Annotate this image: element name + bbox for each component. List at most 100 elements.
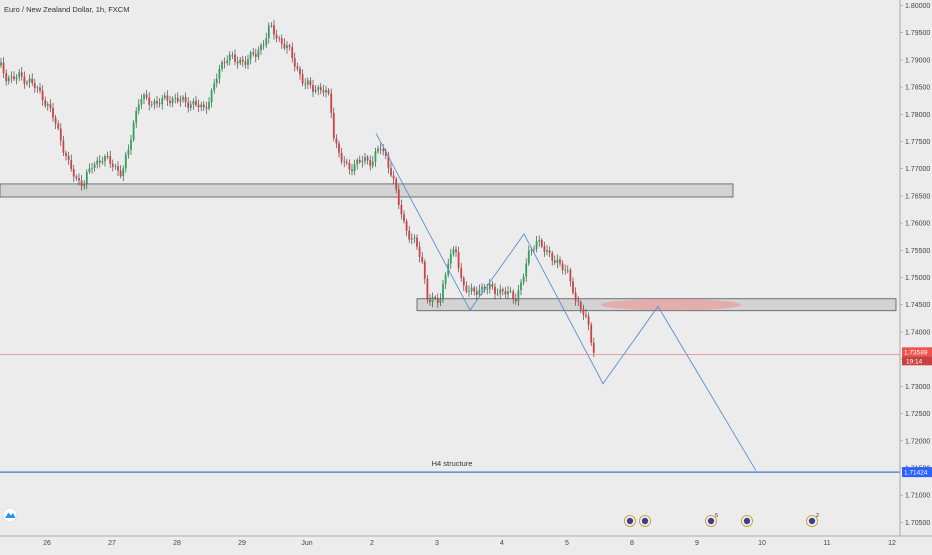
- candle-body[interactable]: [462, 278, 465, 286]
- candle-body[interactable]: [579, 301, 582, 310]
- candle-body[interactable]: [67, 156, 70, 160]
- candle-body[interactable]: [486, 288, 489, 290]
- candle-body[interactable]: [449, 253, 452, 264]
- candle-body[interactable]: [101, 161, 104, 163]
- candle-body[interactable]: [431, 296, 434, 302]
- candle-body[interactable]: [418, 246, 421, 257]
- candle-body[interactable]: [247, 59, 249, 65]
- candle-body[interactable]: [455, 249, 457, 252]
- candle-body[interactable]: [410, 238, 413, 240]
- candle-body[interactable]: [213, 83, 216, 91]
- candle-body[interactable]: [158, 103, 161, 105]
- candle-body[interactable]: [325, 90, 327, 93]
- candle-body[interactable]: [111, 163, 114, 167]
- candle-body[interactable]: [533, 248, 535, 250]
- candle-body[interactable]: [488, 283, 491, 289]
- candle-body[interactable]: [538, 239, 541, 242]
- candle-body[interactable]: [153, 100, 156, 105]
- candle-body[interactable]: [41, 90, 44, 101]
- candle-body[interactable]: [358, 159, 361, 163]
- event-marker-icon[interactable]: 5: [705, 513, 719, 527]
- candle-body[interactable]: [369, 160, 372, 166]
- candle-body[interactable]: [473, 287, 476, 292]
- candle-body[interactable]: [270, 25, 273, 27]
- candle-body[interactable]: [236, 61, 239, 64]
- candle-body[interactable]: [543, 246, 546, 252]
- candle-body[interactable]: [587, 316, 590, 325]
- candle-body[interactable]: [309, 80, 312, 86]
- candle-body[interactable]: [504, 291, 507, 295]
- candle-body[interactable]: [291, 47, 294, 59]
- candle-body[interactable]: [62, 140, 65, 153]
- candle-body[interactable]: [187, 102, 190, 108]
- candle-body[interactable]: [208, 102, 210, 109]
- candle-body[interactable]: [197, 104, 200, 108]
- candle-body[interactable]: [457, 251, 460, 268]
- candle-body[interactable]: [70, 159, 73, 170]
- candle-body[interactable]: [338, 143, 340, 153]
- candle-body[interactable]: [304, 83, 307, 85]
- tradingview-logo-icon[interactable]: [2, 507, 18, 523]
- candle-body[interactable]: [49, 104, 52, 109]
- candle-body[interactable]: [96, 160, 99, 165]
- candle-body[interactable]: [296, 66, 299, 69]
- candle-body[interactable]: [439, 298, 442, 303]
- candle-body[interactable]: [553, 260, 556, 263]
- candle-body[interactable]: [382, 149, 385, 152]
- candle-body[interactable]: [416, 237, 418, 247]
- candle-body[interactable]: [590, 324, 593, 343]
- candle-body[interactable]: [535, 241, 538, 249]
- candle-body[interactable]: [135, 110, 138, 123]
- candle-body[interactable]: [156, 100, 158, 104]
- candle-body[interactable]: [397, 189, 400, 206]
- candle-body[interactable]: [10, 76, 13, 78]
- candle-body[interactable]: [93, 164, 96, 169]
- candle-body[interactable]: [169, 100, 171, 104]
- candle-body[interactable]: [442, 283, 444, 299]
- candle-body[interactable]: [20, 72, 23, 77]
- candle-body[interactable]: [184, 97, 187, 103]
- candle-body[interactable]: [348, 163, 351, 170]
- candle-body[interactable]: [215, 78, 218, 84]
- event-marker-icon[interactable]: [624, 515, 636, 527]
- candle-body[interactable]: [54, 117, 57, 124]
- candle-body[interactable]: [353, 164, 356, 172]
- candle-body[interactable]: [351, 169, 353, 172]
- price-axis[interactable]: 1.80000 1.79500 1.79000 1.78500 1.78000 1.775…: [900, 3, 932, 527]
- candle-body[interactable]: [481, 286, 483, 290]
- candle-body[interactable]: [283, 43, 286, 49]
- candle-body[interactable]: [522, 276, 525, 283]
- candle-body[interactable]: [483, 286, 486, 290]
- candle-body[interactable]: [257, 50, 260, 57]
- candle-body[interactable]: [59, 128, 62, 141]
- candle-body[interactable]: [400, 205, 403, 215]
- event-marker-icon[interactable]: [639, 515, 651, 527]
- candle-body[interactable]: [117, 166, 119, 171]
- candle-body[interactable]: [231, 54, 234, 56]
- candle-body[interactable]: [374, 151, 377, 162]
- candle-body[interactable]: [252, 52, 255, 55]
- candle-body[interactable]: [306, 80, 309, 85]
- candle-body[interactable]: [132, 122, 135, 140]
- support-zone-1[interactable]: [0, 183, 734, 198]
- candle-body[interactable]: [80, 180, 83, 187]
- candle-body[interactable]: [114, 166, 117, 167]
- candle-body[interactable]: [98, 160, 101, 163]
- candle-body[interactable]: [137, 104, 140, 111]
- candle-body[interactable]: [65, 152, 67, 157]
- candle-body[interactable]: [39, 87, 41, 91]
- candle-body[interactable]: [202, 104, 205, 108]
- candle-body[interactable]: [228, 54, 231, 61]
- candle-body[interactable]: [312, 85, 314, 92]
- candle-body[interactable]: [512, 291, 515, 299]
- candle-body[interactable]: [564, 269, 567, 271]
- candle-body[interactable]: [556, 259, 559, 263]
- candle-body[interactable]: [278, 38, 281, 39]
- candle-body[interactable]: [540, 239, 543, 247]
- candle-body[interactable]: [15, 77, 18, 80]
- candle-body[interactable]: [436, 298, 439, 303]
- candle-body[interactable]: [239, 59, 242, 64]
- candle-body[interactable]: [592, 342, 595, 353]
- candle-body[interactable]: [561, 263, 564, 270]
- candle-body[interactable]: [444, 274, 447, 284]
